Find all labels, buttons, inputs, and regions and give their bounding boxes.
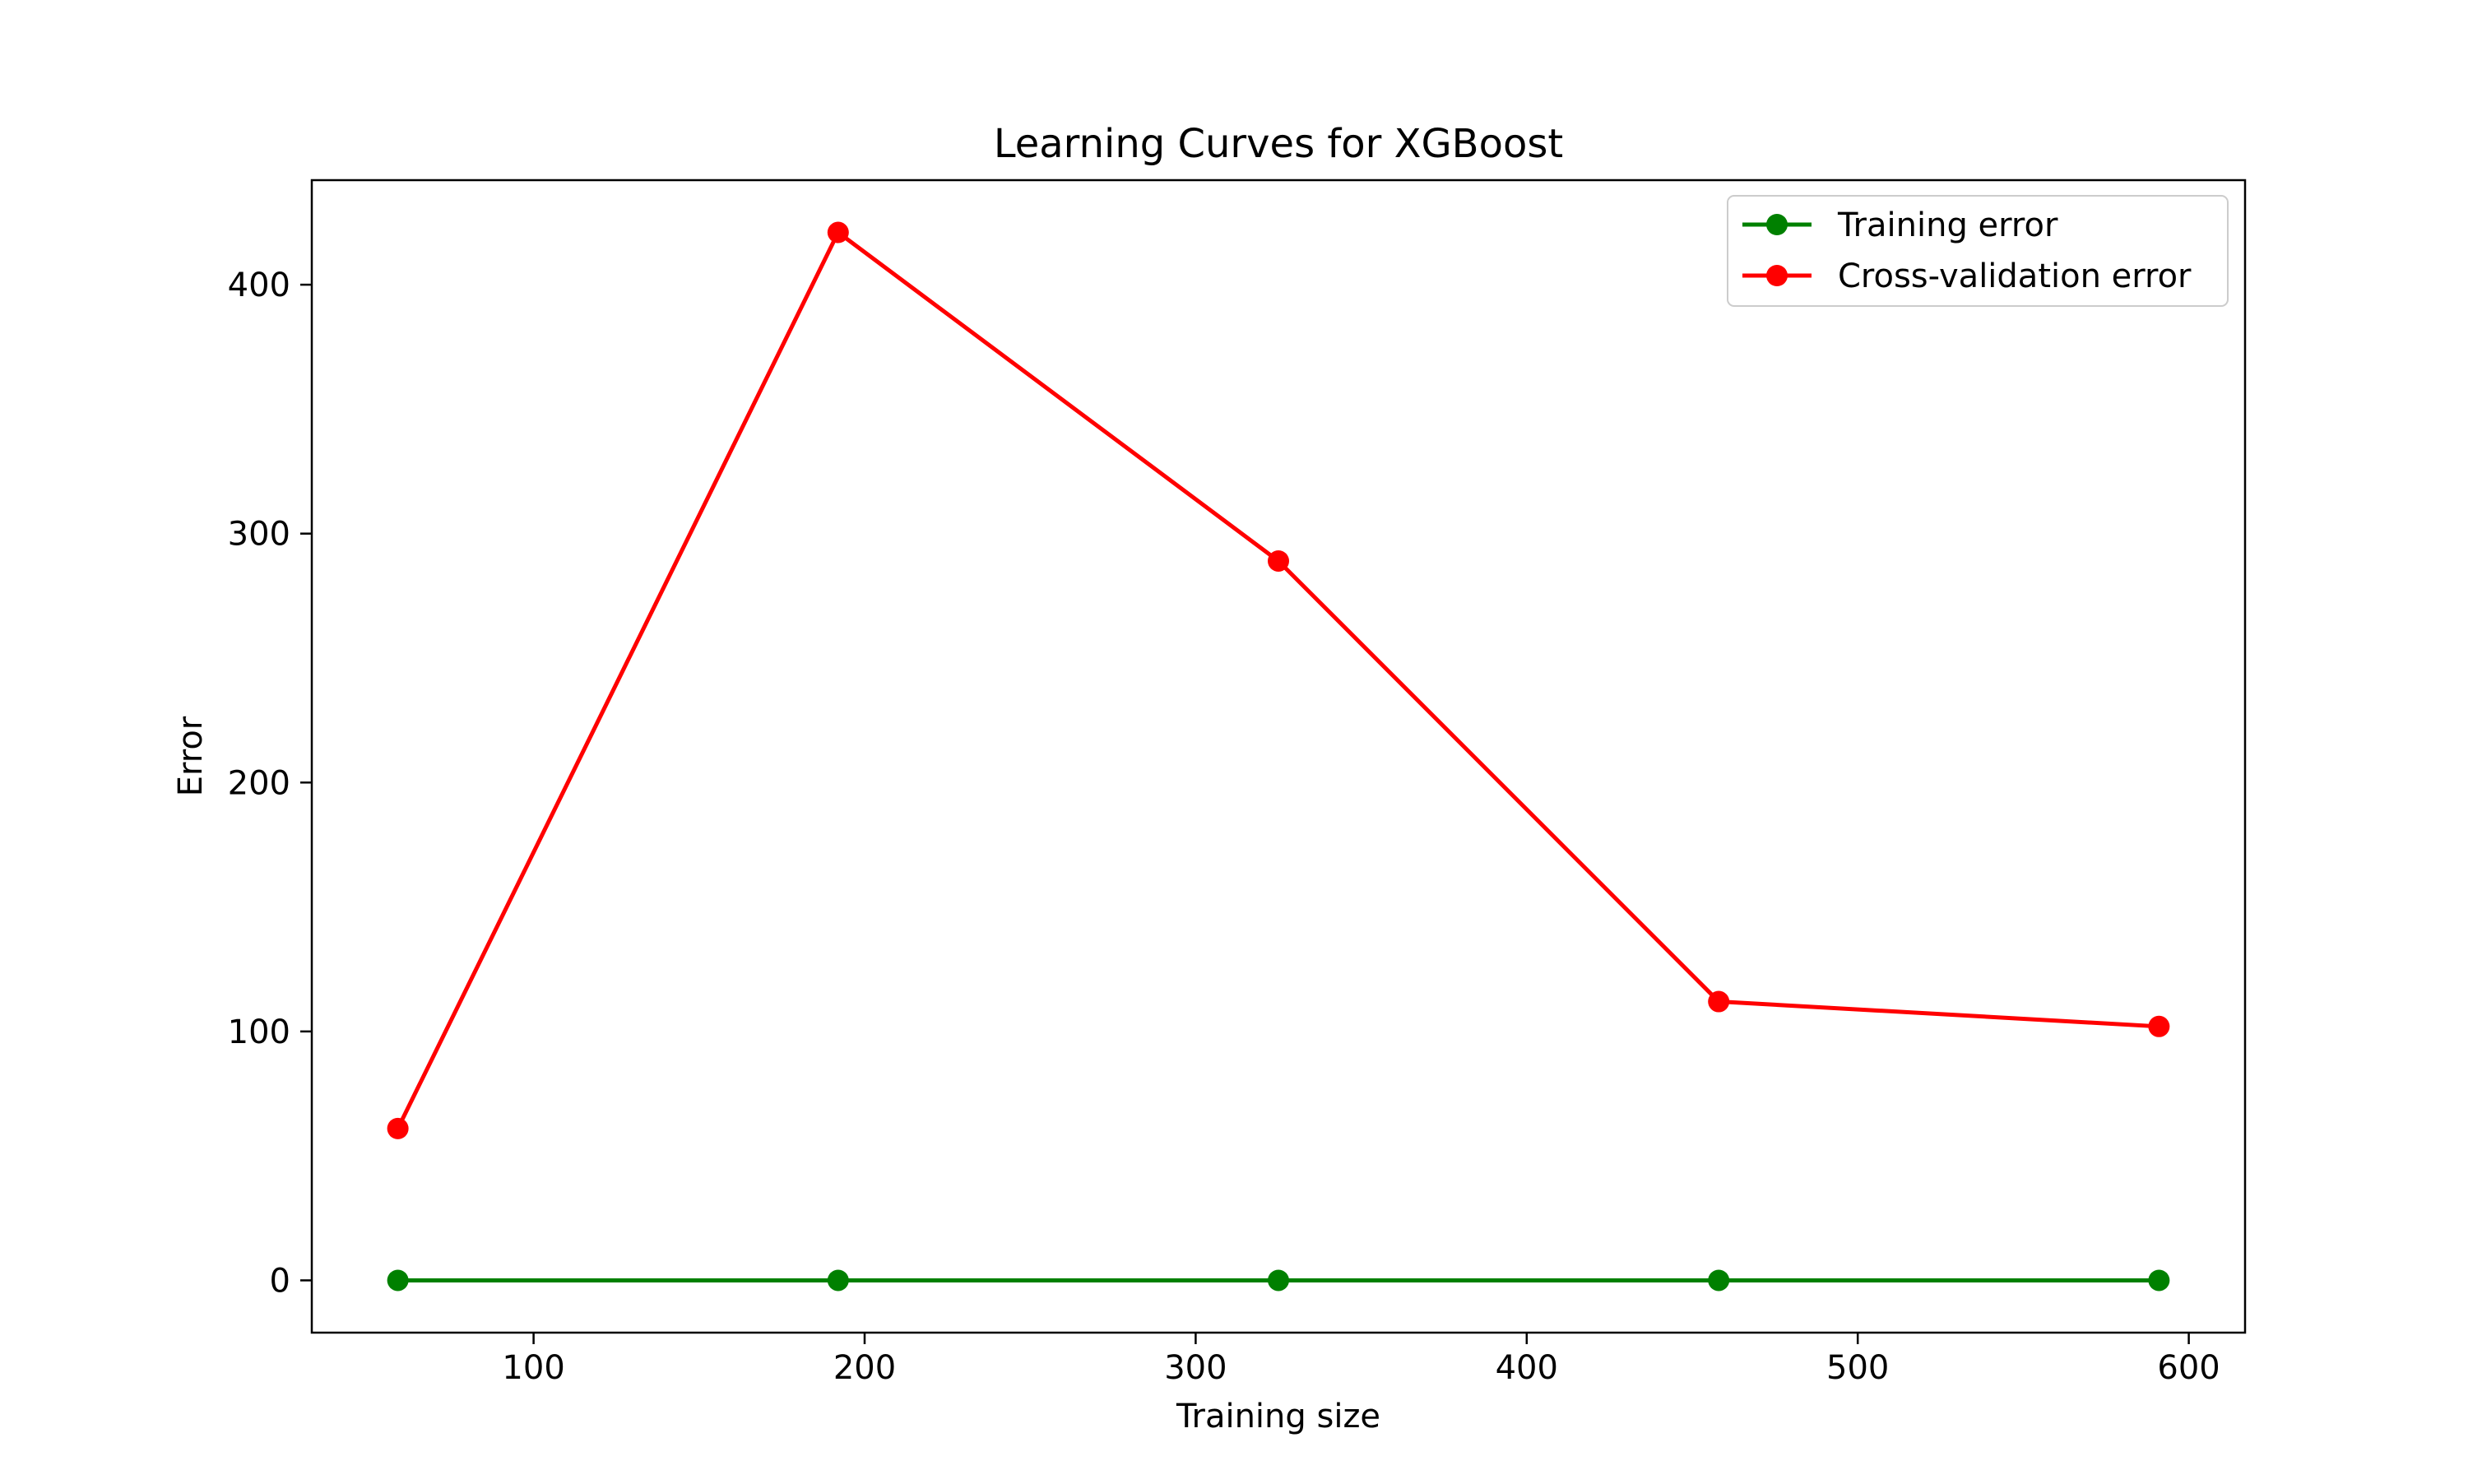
data-point — [1708, 990, 1730, 1013]
data-point — [1268, 550, 1289, 572]
y-tick-label: 100 — [228, 1013, 290, 1051]
series-1 — [387, 221, 2170, 1139]
y-tick-label: 0 — [270, 1262, 290, 1300]
legend-entry-cross-validation-error: Cross-validation error — [1742, 257, 2192, 295]
legend-swatch-marker — [1766, 265, 1788, 286]
x-tick-label: 200 — [833, 1349, 896, 1387]
x-axis-label: Training size — [1176, 1398, 1380, 1435]
y-axis-ticks: 0 100 200 300 400 — [228, 267, 312, 1300]
y-axis-label: Error — [172, 716, 210, 796]
data-point — [1268, 1269, 1289, 1292]
legend-label: Cross-validation error — [1838, 257, 2192, 295]
series-layer — [387, 221, 2170, 1292]
y-tick-label: 200 — [228, 764, 290, 802]
series-0 — [387, 1269, 2170, 1292]
data-point — [2148, 1015, 2170, 1037]
y-tick-label: 300 — [228, 516, 290, 554]
data-point — [827, 1269, 849, 1292]
legend-box — [1727, 195, 2229, 307]
data-point — [827, 221, 849, 243]
x-tick-label: 100 — [502, 1349, 564, 1387]
data-point — [1708, 1269, 1730, 1292]
plot-frame — [310, 179, 2247, 1334]
x-axis-ticks: 100 200 300 400 500 600 — [502, 1333, 2220, 1387]
data-point — [387, 1269, 409, 1292]
x-tick-label: 300 — [1164, 1349, 1227, 1387]
y-tick-label: 400 — [228, 267, 290, 304]
legend: Training error Cross-validation error — [1727, 195, 2229, 307]
data-point — [2148, 1269, 2170, 1292]
x-tick-label: 600 — [2157, 1349, 2220, 1387]
x-tick-label: 500 — [1826, 1349, 1889, 1387]
legend-label: Training error — [1837, 206, 2058, 244]
chart-title: Learning Curves for XGBoost — [994, 121, 1563, 167]
data-point — [387, 1117, 409, 1139]
legend-swatch-marker — [1766, 214, 1788, 235]
x-tick-label: 400 — [1496, 1349, 1558, 1387]
legend-entry-training-error: Training error — [1742, 206, 2058, 244]
